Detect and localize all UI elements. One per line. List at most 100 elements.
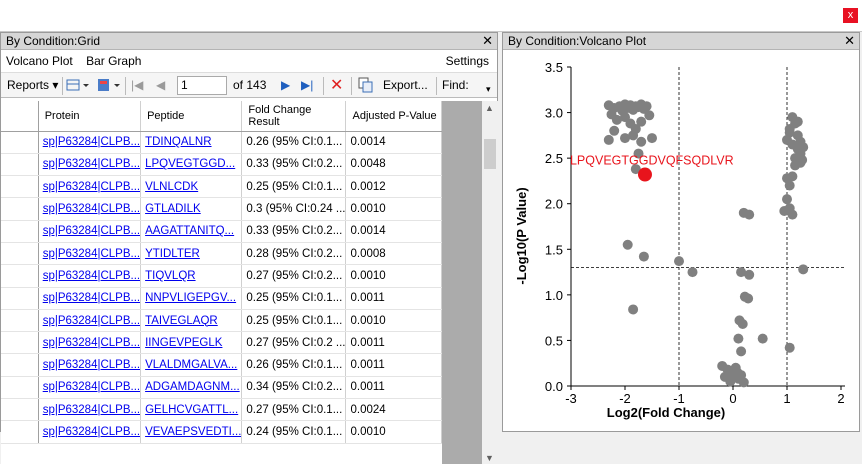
- row-header[interactable]: [1, 220, 39, 243]
- first-page-icon[interactable]: |◀: [131, 78, 144, 92]
- table-row[interactable]: sp|P63284|CLPB... IINGEVPEGLK 0.27 (95% CI…: [1, 331, 442, 355]
- data-point[interactable]: [792, 116, 803, 127]
- window-close-button[interactable]: x: [843, 8, 858, 23]
- grid-panel-close-icon[interactable]: ✕: [482, 33, 493, 48]
- data-point[interactable]: [647, 133, 657, 144]
- protein-link[interactable]: sp|P63284|CLPB...: [42, 292, 141, 305]
- table-row[interactable]: sp|P63284|CLPB... TDINQALNR 0.26 (95% CI:0…: [1, 131, 442, 154]
- data-point[interactable]: [628, 130, 639, 141]
- plot-panel-close-icon[interactable]: ✕: [844, 33, 855, 48]
- row-header[interactable]: [1, 331, 39, 355]
- protein-link[interactable]: sp|P63284|CLPB...: [42, 225, 141, 238]
- copy-icon[interactable]: [358, 77, 374, 94]
- protein-link[interactable]: sp|P63284|CLPB...: [42, 136, 141, 149]
- table-row[interactable]: sp|P63284|CLPB... TIQVLQR 0.27 (95% CI:0.2…: [1, 264, 442, 288]
- data-point[interactable]: [674, 256, 684, 267]
- layout-icon[interactable]: [66, 77, 90, 94]
- data-point[interactable]: [784, 180, 795, 191]
- peptide-link[interactable]: AAGATTANITQ...: [145, 225, 235, 238]
- data-point[interactable]: [719, 371, 730, 382]
- data-point[interactable]: [784, 127, 795, 138]
- data-point[interactable]: [603, 134, 614, 145]
- data-point[interactable]: [622, 239, 633, 250]
- table-row[interactable]: sp|P63284|CLPB... VLALDMGALVA... 0.26 (95%…: [1, 353, 442, 377]
- data-point[interactable]: [736, 346, 747, 357]
- protein-link[interactable]: sp|P63284|CLPB...: [42, 426, 141, 438]
- volcano-plot[interactable]: -3 -2 -1 0 1 2 0.0 0.5 1.0 1.5 2.0 2.5 3.0 3.5 LPQVEG…: [503, 51, 859, 432]
- data-point[interactable]: [738, 377, 749, 388]
- data-point[interactable]: [620, 133, 630, 144]
- data-point[interactable]: [737, 319, 748, 330]
- last-page-icon[interactable]: ▶|: [301, 78, 314, 92]
- row-header[interactable]: [1, 376, 39, 400]
- table-row[interactable]: sp|P63284|CLPB... VEVAEPSVEDTI... 0.24 (95…: [1, 420, 442, 444]
- table-row[interactable]: sp|P63284|CLPB... AAGATTANITQ... 0.33 (95%…: [1, 220, 442, 243]
- data-point[interactable]: [638, 251, 649, 262]
- data-point[interactable]: [779, 206, 790, 217]
- peptide-link[interactable]: VLNLCDK: [145, 180, 199, 193]
- scroll-down-icon[interactable]: ▼: [485, 453, 494, 463]
- peptide-link[interactable]: YTIDLTER: [145, 247, 200, 260]
- row-header[interactable]: [1, 353, 39, 377]
- protein-link[interactable]: sp|P63284|CLPB...: [42, 359, 141, 372]
- row-header[interactable]: [1, 197, 39, 221]
- volcano-plot-menu[interactable]: Volcano Plot: [6, 54, 73, 68]
- table-row[interactable]: sp|P63284|CLPB... ADGAMDAGNM... 0.34 (95% …: [1, 376, 442, 400]
- grid-vertical-scrollbar[interactable]: ▲ ▼: [482, 101, 498, 464]
- row-header[interactable]: [1, 153, 39, 177]
- data-point[interactable]: [611, 114, 622, 125]
- table-row[interactable]: sp|P63284|CLPB... YTIDLTER 0.28 (95% CI:0.…: [1, 242, 442, 266]
- row-header[interactable]: [1, 287, 39, 310]
- table-row[interactable]: sp|P63284|CLPB... VLNLCDK 0.25 (95% CI:0.1…: [1, 175, 442, 199]
- protein-link[interactable]: sp|P63284|CLPB...: [42, 203, 141, 216]
- export-button[interactable]: Export...: [383, 78, 428, 92]
- data-point[interactable]: [609, 125, 620, 136]
- column-header-p-value[interactable]: Adjusted P-Value: [345, 101, 442, 132]
- row-header[interactable]: [1, 242, 39, 266]
- protein-link[interactable]: sp|P63284|CLPB...: [42, 180, 141, 193]
- table-row[interactable]: sp|P63284|CLPB... LPQVEGTGGD... 0.33 (95% …: [1, 153, 442, 177]
- peptide-link[interactable]: TIQVLQR: [145, 269, 196, 282]
- data-point[interactable]: [633, 148, 644, 159]
- data-point[interactable]: [636, 136, 647, 147]
- bar-graph-menu[interactable]: Bar Graph: [86, 54, 142, 68]
- delete-icon[interactable]: ✕: [330, 77, 344, 94]
- peptide-link[interactable]: ADGAMDAGNM...: [145, 381, 240, 394]
- toolbar-overflow-icon[interactable]: ▾: [486, 84, 491, 94]
- export-format-icon[interactable]: [96, 77, 122, 94]
- protein-link[interactable]: sp|P63284|CLPB...: [42, 381, 141, 394]
- scroll-up-icon[interactable]: ▲: [485, 103, 494, 113]
- data-point[interactable]: [784, 342, 795, 353]
- peptide-link[interactable]: VLALDMGALVA...: [145, 359, 238, 372]
- table-row[interactable]: sp|P63284|CLPB... TAIVEGLAQR 0.25 (95% CI:…: [1, 309, 442, 333]
- peptide-link[interactable]: TDINQALNR: [145, 136, 212, 149]
- data-point[interactable]: [782, 194, 792, 205]
- row-header[interactable]: [1, 398, 39, 422]
- table-row[interactable]: sp|P63284|CLPB... GTLADILK 0.3 (95% CI:0.2…: [1, 197, 442, 221]
- protein-link[interactable]: sp|P63284|CLPB...: [42, 403, 141, 416]
- peptide-link[interactable]: IINGEVPEGLK: [145, 336, 223, 349]
- peptide-link[interactable]: VEVAEPSVEDTI...: [145, 426, 242, 438]
- highlighted-point[interactable]: [637, 167, 652, 182]
- data-point[interactable]: [743, 293, 754, 304]
- protein-link[interactable]: sp|P63284|CLPB...: [42, 158, 141, 171]
- data-point[interactable]: [798, 264, 809, 275]
- row-header[interactable]: [1, 309, 39, 333]
- data-point[interactable]: [790, 160, 801, 171]
- data-point[interactable]: [787, 171, 798, 182]
- next-page-icon[interactable]: ▶: [281, 78, 291, 92]
- data-point[interactable]: [795, 136, 806, 147]
- protein-link[interactable]: sp|P63284|CLPB...: [42, 247, 141, 260]
- data-point[interactable]: [641, 101, 652, 112]
- prev-page-icon[interactable]: ◀: [156, 78, 166, 92]
- peptide-link[interactable]: LPQVEGTGGD...: [145, 158, 236, 171]
- data-point[interactable]: [744, 269, 755, 280]
- page-number-input[interactable]: 1: [177, 76, 227, 95]
- row-header[interactable]: [1, 175, 39, 199]
- column-header-protein[interactable]: Protein: [38, 101, 142, 132]
- data-point[interactable]: [636, 116, 647, 127]
- data-point[interactable]: [687, 267, 698, 278]
- table-row[interactable]: sp|P63284|CLPB... GELHCVGATTL... 0.27 (95%…: [1, 398, 442, 422]
- data-point[interactable]: [757, 333, 768, 344]
- protein-link[interactable]: sp|P63284|CLPB...: [42, 336, 141, 349]
